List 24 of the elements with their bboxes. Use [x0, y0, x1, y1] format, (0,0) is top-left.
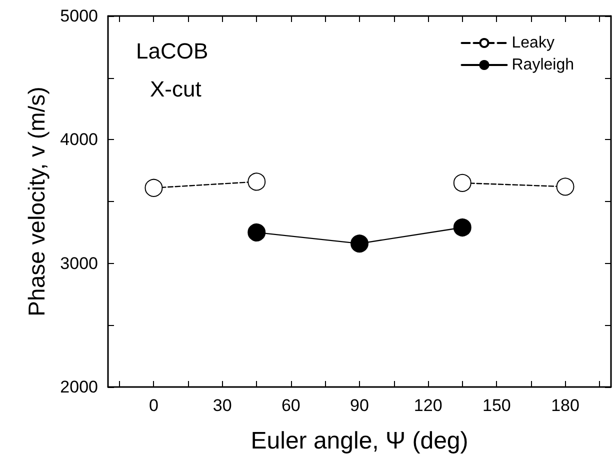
x-tick-label: 90 [350, 396, 369, 415]
y-axis-title: Phase velocity, v (m/s) [24, 86, 50, 316]
x-tick-label: 150 [482, 396, 511, 415]
x-tick-label: 30 [212, 396, 232, 415]
point [350, 234, 368, 253]
y-tick-label: 3000 [60, 254, 98, 273]
point [556, 178, 574, 196]
point [248, 223, 266, 242]
point [144, 178, 163, 197]
x-tick-label: 0 [148, 396, 158, 415]
legend-label: Rayleigh [512, 56, 574, 74]
annotation: LaCOB [136, 38, 208, 64]
point [248, 172, 266, 191]
x-tick-label: 120 [414, 396, 442, 415]
point [453, 218, 472, 236]
x-tick-label: 180 [551, 396, 580, 415]
point [453, 174, 472, 192]
legend-label: Leaky [512, 34, 554, 52]
x-axis-title: Euler angle, Ψ (deg) [250, 428, 468, 454]
annotation: X-cut [150, 76, 202, 102]
y-tick-label: 4000 [60, 130, 98, 150]
y-tick-label: 2000 [60, 378, 98, 396]
x-tick-label: 60 [281, 396, 300, 415]
y-tick-label: 5000 [60, 6, 98, 26]
